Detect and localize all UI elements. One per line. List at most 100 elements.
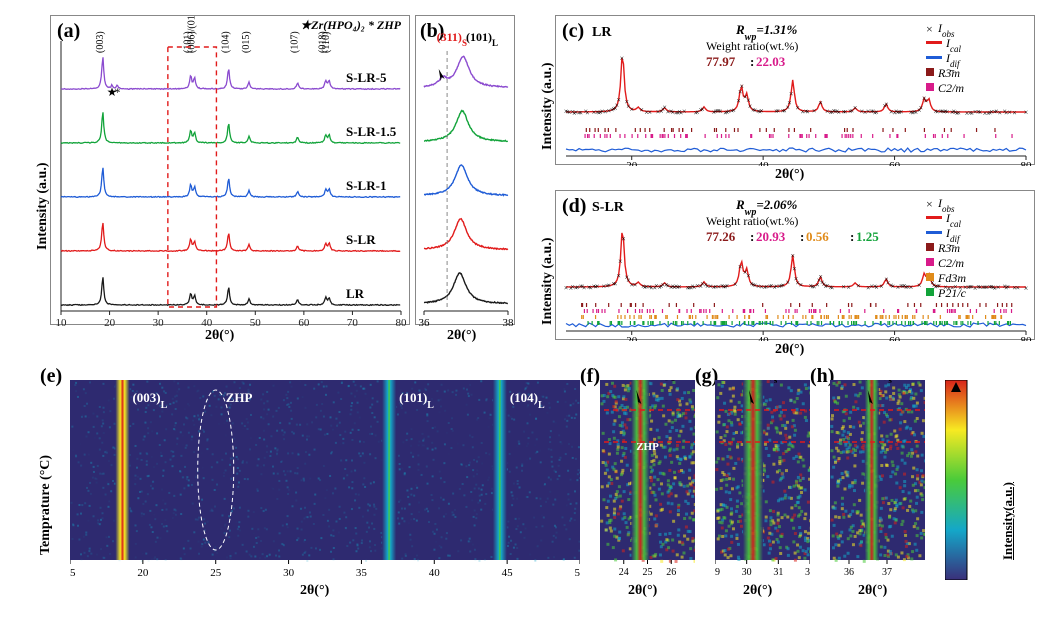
svg-text:S-LR-1.5: S-LR-1.5 (346, 124, 397, 139)
svg-text:S-LR: S-LR (346, 232, 376, 247)
svg-text:0.56: 0.56 (806, 229, 829, 244)
panel-c-ylabel: Intensity (a.u.) (540, 62, 556, 150)
svg-text:×: × (613, 280, 618, 289)
svg-text:×: × (740, 82, 745, 91)
svg-text:60: 60 (298, 317, 310, 326)
svg-text:×: × (926, 197, 933, 211)
svg-text:×: × (776, 107, 781, 116)
svg-text:20: 20 (626, 335, 638, 341)
svg-text:×: × (899, 107, 904, 116)
svg-text:×: × (846, 283, 851, 292)
svg-text:×: × (1016, 283, 1021, 292)
svg-text:80: 80 (1021, 335, 1033, 341)
svg-text:(101)L: (101)L (466, 30, 498, 48)
svg-text:×: × (1024, 108, 1029, 117)
svg-text:×: × (718, 107, 723, 116)
svg-text:×: × (677, 283, 682, 292)
panel-f: (f) Zr(HPO₄)₂ZHP242526 (600, 380, 695, 580)
svg-text:×: × (996, 283, 1001, 292)
panel-a-xlabel: 2θ(°) (205, 328, 234, 344)
svg-text:(003): (003) (95, 31, 106, 53)
svg-text:22.03: 22.03 (756, 54, 786, 69)
svg-text:30: 30 (283, 567, 295, 579)
svg-text:LR: LR (592, 25, 612, 40)
panel-d-ylabel: Intensity (a.u.) (540, 237, 556, 325)
svg-text:×: × (633, 281, 638, 290)
svg-text:×: × (606, 281, 611, 290)
svg-text:×: × (731, 106, 736, 115)
svg-text:×: × (917, 281, 922, 290)
svg-text:40: 40 (201, 317, 213, 326)
svg-text:S-LR-1: S-LR-1 (346, 178, 386, 193)
svg-text:20: 20 (626, 160, 638, 166)
panel-f-xlabel: 2θ(°) (628, 583, 657, 599)
svg-text:38: 38 (503, 317, 515, 326)
svg-text:*: * (114, 85, 120, 99)
svg-text:70: 70 (347, 317, 359, 326)
svg-text:×: × (919, 103, 924, 112)
svg-text:×: × (997, 109, 1002, 118)
svg-text:S-LR: S-LR (592, 200, 625, 215)
svg-text:40: 40 (429, 567, 441, 579)
svg-text:×: × (830, 283, 835, 292)
svg-text::: : (800, 229, 804, 244)
svg-text::: : (750, 54, 754, 69)
svg-text:×: × (874, 108, 879, 117)
svg-text:Weight ratio(wt.%): Weight ratio(wt.%) (706, 214, 798, 228)
svg-text:×: × (818, 98, 823, 107)
svg-text:77.97: 77.97 (706, 54, 736, 69)
svg-text:×: × (841, 282, 846, 291)
svg-text:×: × (579, 108, 584, 117)
svg-text:Zr(HPO₄)₂: Zr(HPO₄)₂ (620, 380, 675, 381)
svg-text:80: 80 (1021, 160, 1033, 166)
panel-d-xlabel: 2θ(°) (775, 342, 804, 358)
svg-text:40: 40 (758, 160, 770, 166)
svg-text:15: 15 (70, 567, 76, 579)
svg-text:×: × (736, 97, 741, 106)
svg-text:×: × (812, 107, 817, 116)
svg-text:×: × (884, 100, 889, 109)
svg-text:×: × (1024, 284, 1029, 293)
svg-text:35: 35 (356, 567, 368, 579)
svg-text:30: 30 (153, 317, 165, 326)
svg-text:×: × (856, 282, 861, 291)
svg-text:×: × (1006, 282, 1011, 291)
svg-text:×: × (795, 104, 800, 113)
svg-text:30: 30 (742, 567, 752, 578)
svg-text:×: × (790, 252, 795, 261)
svg-text:LR: LR (346, 286, 365, 301)
svg-text:×: × (629, 105, 634, 114)
svg-text:20.93: 20.93 (756, 229, 786, 244)
svg-text:(104): (104) (221, 31, 232, 53)
svg-text:×: × (585, 109, 590, 118)
svg-text:×: × (978, 108, 983, 117)
svg-text:×: × (759, 107, 764, 116)
svg-text:×: × (945, 108, 950, 117)
panel-h-xlabel: 2θ(°) (858, 583, 887, 599)
svg-text:32: 32 (805, 567, 810, 578)
svg-text:50: 50 (575, 567, 581, 579)
svg-text:×: × (787, 99, 792, 108)
svg-text:×: × (909, 283, 914, 292)
colorbar (945, 380, 973, 580)
svg-text:25: 25 (210, 567, 222, 579)
svg-text:45: 45 (502, 567, 513, 579)
svg-text:×: × (618, 257, 623, 266)
svg-text:×: × (891, 282, 896, 291)
svg-text:R3̄m: R3̄m (937, 66, 960, 80)
svg-text:×: × (799, 281, 804, 290)
svg-text:20: 20 (137, 567, 149, 579)
svg-text:×: × (874, 283, 879, 292)
svg-text:77.26: 77.26 (706, 229, 736, 244)
svg-text:×: × (956, 108, 961, 117)
svg-text:×: × (616, 96, 621, 105)
svg-text:36: 36 (844, 567, 854, 578)
panel-c-xlabel: 2θ(°) (775, 167, 804, 183)
svg-text:P21/c: P21/c (937, 286, 967, 300)
svg-text:37: 37 (882, 567, 892, 578)
svg-text:×: × (733, 280, 738, 289)
svg-text:×: × (1012, 108, 1017, 117)
panel-b: (b) 3638(311)S(101)L (415, 15, 515, 325)
svg-text:C2/m: C2/m (938, 256, 964, 270)
svg-text:1.25: 1.25 (856, 229, 879, 244)
